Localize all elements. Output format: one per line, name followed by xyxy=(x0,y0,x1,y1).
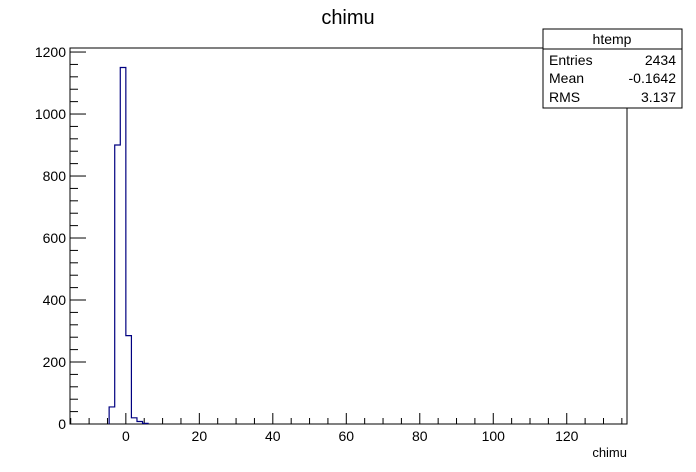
y-tick-label: 1200 xyxy=(35,44,66,60)
y-tick-label: 0 xyxy=(58,416,66,432)
x-tick-label: 80 xyxy=(412,428,428,444)
stats-label-mean: Mean xyxy=(549,70,584,86)
x-tick-label: 0 xyxy=(122,428,130,444)
y-tick-label: 600 xyxy=(43,230,67,246)
x-axis-title: chimu xyxy=(592,445,627,460)
x-tick-label: 20 xyxy=(192,428,208,444)
x-tick-label: 120 xyxy=(555,428,579,444)
stats-value-entries: 2434 xyxy=(645,52,676,68)
y-tick-label: 800 xyxy=(43,168,67,184)
histogram-outline xyxy=(108,66,149,424)
stats-label-rms: RMS xyxy=(549,89,580,105)
plot-frame xyxy=(69,47,628,425)
y-tick-label: 1000 xyxy=(35,106,66,122)
stats-label-entries: Entries xyxy=(549,52,593,68)
stats-box: htemp Entries 2434 Mean -0.1642 RMS 3.13… xyxy=(542,28,683,109)
stats-box-title: htemp xyxy=(593,31,632,47)
x-tick-label: 100 xyxy=(482,428,506,444)
x-tick-label: 60 xyxy=(339,428,355,444)
stats-value-rms: 3.137 xyxy=(641,89,676,105)
x-axis-ticks: 0 20 40 60 80 100 120 xyxy=(70,413,623,444)
y-axis-ticks: 0 200 400 600 800 1000 1200 xyxy=(35,44,86,432)
stats-value-mean: -0.1642 xyxy=(629,70,677,86)
stats-box-frame xyxy=(542,28,683,109)
chart-title: chimu xyxy=(321,7,374,29)
x-tick-label: 40 xyxy=(265,428,281,444)
y-tick-label: 200 xyxy=(43,354,67,370)
y-tick-label: 400 xyxy=(43,292,67,308)
